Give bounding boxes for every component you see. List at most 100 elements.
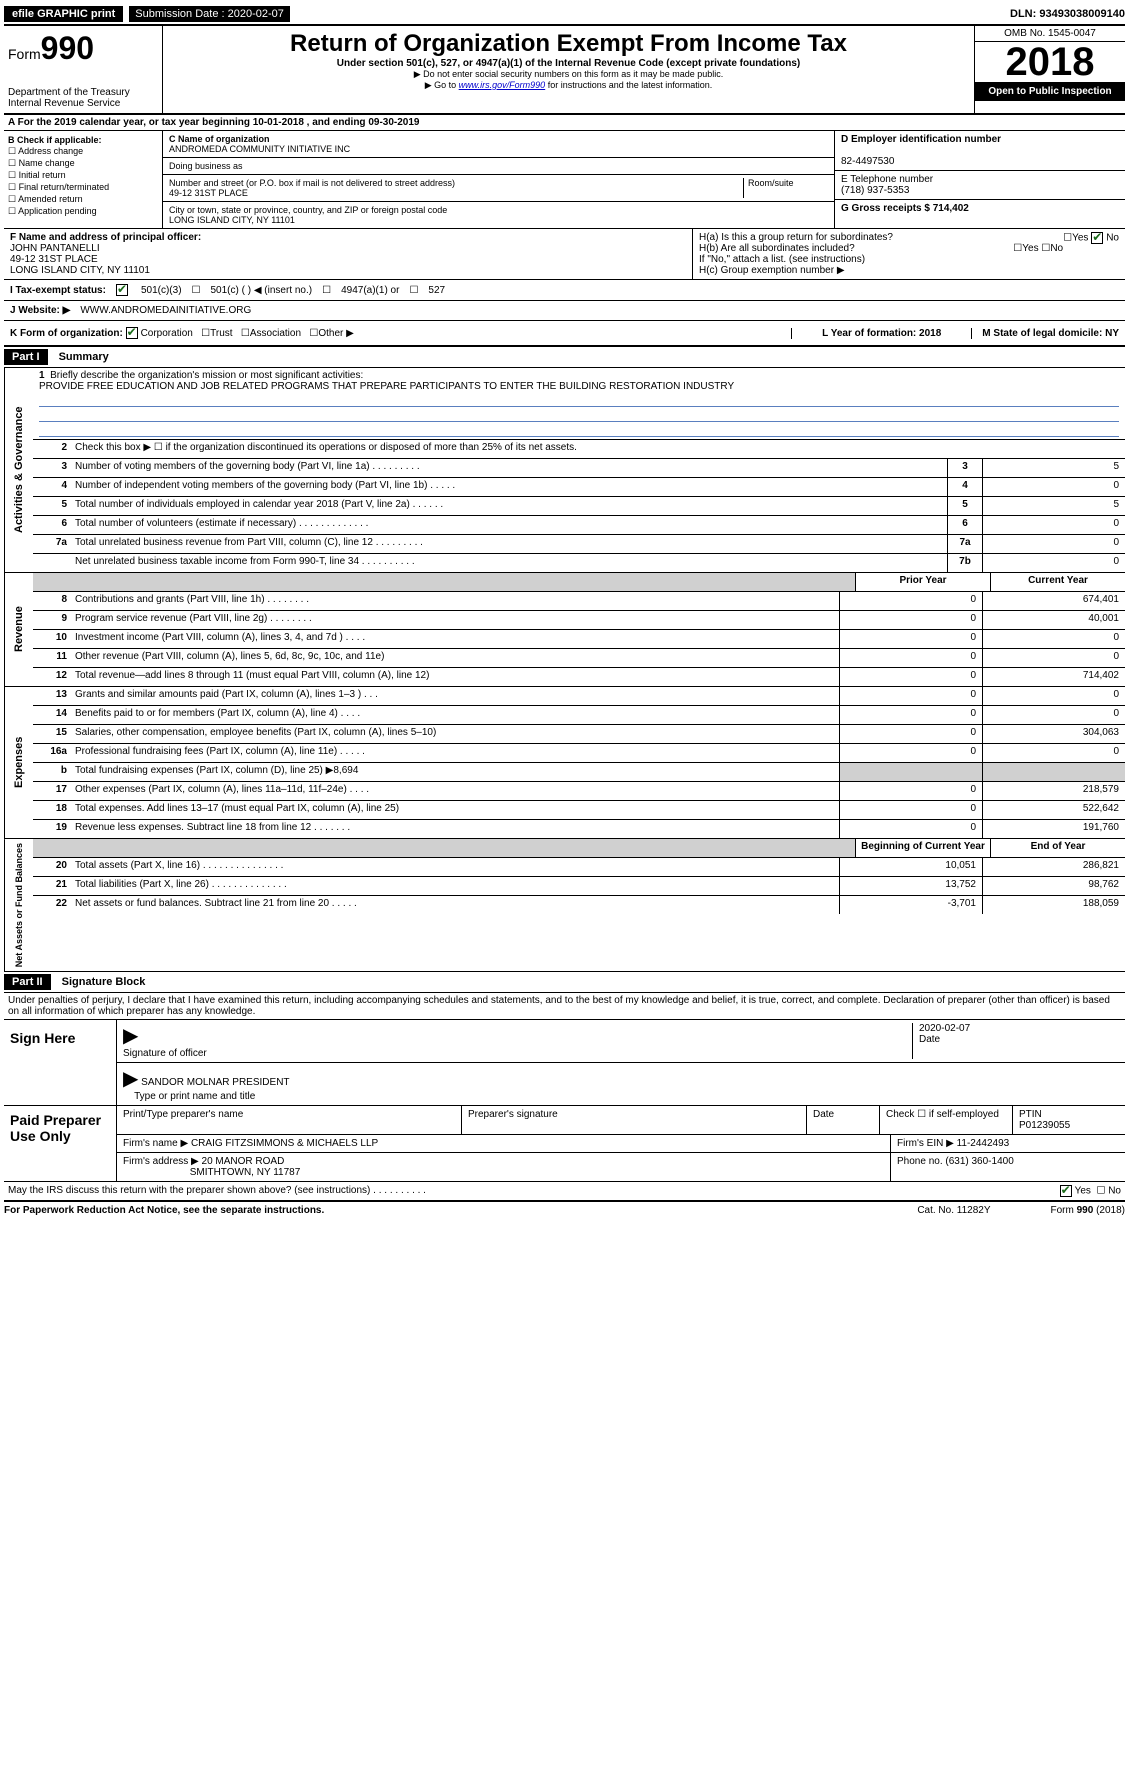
chk-amended-return[interactable]: ☐ Amended return — [8, 194, 158, 205]
line8-desc: Contributions and grants (Part VIII, lin… — [71, 592, 839, 610]
line3-desc: Number of voting members of the governin… — [71, 459, 947, 477]
line7a-desc: Total unrelated business revenue from Pa… — [71, 535, 947, 553]
type-name-label: Type or print name and title — [134, 1091, 255, 1102]
ptin-value: P01239055 — [1019, 1120, 1070, 1131]
i-label: I Tax-exempt status: — [10, 285, 106, 296]
chk-corporation[interactable] — [126, 327, 138, 339]
firm-phone: Phone no. (631) 360-1400 — [891, 1153, 1125, 1181]
netassets-section: Net Assets or Fund Balances Beginning of… — [4, 839, 1125, 972]
room-label: Room/suite — [748, 178, 794, 188]
website-url: WWW.ANDROMEDAINITIATIVE.ORG — [80, 305, 251, 316]
line17-current: 218,579 — [982, 782, 1125, 800]
discuss-row: May the IRS discuss this return with the… — [4, 1182, 1125, 1202]
org-name: ANDROMEDA COMMUNITY INITIATIVE INC — [169, 144, 350, 154]
discuss-label: May the IRS discuss this return with the… — [8, 1185, 426, 1197]
section-fh: F Name and address of principal officer:… — [4, 229, 1125, 280]
check-self-employed: Check ☐ if self-employed — [880, 1106, 1013, 1134]
begin-year-header: Beginning of Current Year — [855, 839, 990, 857]
row-k-form-org: K Form of organization: Corporation ☐ Tr… — [4, 321, 1125, 347]
header-right: OMB No. 1545-0047 2018 Open to Public In… — [974, 26, 1125, 113]
row-j-website: J Website: ▶ WWW.ANDROMEDAINITIATIVE.ORG — [4, 301, 1125, 321]
k-label: K Form of organization: — [10, 328, 123, 339]
line10-prior: 0 — [839, 630, 982, 648]
hb-label: H(b) Are all subordinates included? — [699, 243, 855, 254]
col-d-ein: D Employer identification number 82-4497… — [835, 131, 1125, 228]
dln-number: DLN: 93493038009140 — [1010, 8, 1125, 20]
line20-desc: Total assets (Part X, line 16) . . . . .… — [71, 858, 839, 876]
header-left: Form990 Department of the Treasury Inter… — [4, 26, 163, 113]
line19-prior: 0 — [839, 820, 982, 838]
form-subtitle-2: ▶ Do not enter social security numbers o… — [167, 69, 970, 80]
chk-address-change[interactable]: ☐ Address change — [8, 146, 158, 157]
firm-addr-label: Firm's address ▶ — [123, 1156, 199, 1167]
addr-label: Number and street (or P.O. box if mail i… — [169, 178, 455, 188]
perjury-statement: Under penalties of perjury, I declare th… — [4, 993, 1125, 1020]
chk-name-change[interactable]: ☐ Name change — [8, 158, 158, 169]
line12-current: 714,402 — [982, 668, 1125, 686]
line6-desc: Total number of volunteers (estimate if … — [71, 516, 947, 534]
line18-prior: 0 — [839, 801, 982, 819]
line5-desc: Total number of individuals employed in … — [71, 497, 947, 515]
line13-prior: 0 — [839, 687, 982, 705]
line7b-val: 0 — [982, 554, 1125, 572]
line4-desc: Number of independent voting members of … — [71, 478, 947, 496]
line11-desc: Other revenue (Part VIII, column (A), li… — [71, 649, 839, 667]
form-subtitle-3: ▶ Go to www.irs.gov/Form990 for instruct… — [167, 80, 970, 91]
line3-val: 5 — [982, 459, 1125, 477]
form-subtitle-1: Under section 501(c), 527, or 4947(a)(1)… — [167, 58, 970, 69]
header-center: Return of Organization Exempt From Incom… — [163, 26, 974, 113]
col-f-officer: F Name and address of principal officer:… — [4, 229, 693, 279]
line2: Check this box ▶ ☐ if the organization d… — [71, 440, 1125, 458]
line21-begin: 13,752 — [839, 877, 982, 895]
line19-current: 191,760 — [982, 820, 1125, 838]
line16a-current: 0 — [982, 744, 1125, 762]
current-year-header: Current Year — [990, 573, 1125, 591]
part1-header-row: Part I Summary — [4, 347, 1125, 368]
chk-initial-return[interactable]: ☐ Initial return — [8, 170, 158, 181]
irs-link[interactable]: www.irs.gov/Form990 — [459, 80, 546, 90]
expenses-vlabel: Expenses — [4, 687, 33, 838]
col-c-org-info: C Name of organization ANDROMEDA COMMUNI… — [163, 131, 835, 228]
chk-501c3[interactable] — [116, 284, 128, 296]
m-state: M State of legal domicile: NY — [982, 328, 1119, 339]
officer-typed-name: SANDOR MOLNAR PRESIDENT — [141, 1077, 289, 1088]
officer-name: JOHN PANTANELLI — [10, 243, 100, 254]
gross-receipts: G Gross receipts $ 714,402 — [841, 203, 969, 214]
line17-prior: 0 — [839, 782, 982, 800]
form-header: Form990 Department of the Treasury Inter… — [4, 26, 1125, 115]
line9-prior: 0 — [839, 611, 982, 629]
j-label: J Website: ▶ — [10, 305, 70, 316]
part1-title: Summary — [59, 351, 109, 363]
line9-current: 40,001 — [982, 611, 1125, 629]
chk-application-pending[interactable]: ☐ Application pending — [8, 206, 158, 217]
sig-officer-label: Signature of officer — [123, 1048, 207, 1059]
line13-desc: Grants and similar amounts paid (Part IX… — [71, 687, 839, 705]
netassets-vlabel: Net Assets or Fund Balances — [4, 839, 33, 971]
chk-discuss-yes[interactable] — [1060, 1185, 1072, 1197]
line22-desc: Net assets or fund balances. Subtract li… — [71, 896, 839, 914]
efile-button[interactable]: efile GRAPHIC print — [4, 6, 123, 22]
line11-current: 0 — [982, 649, 1125, 667]
org-address: 49-12 31ST PLACE — [169, 188, 248, 198]
line18-current: 522,642 — [982, 801, 1125, 819]
line14-desc: Benefits paid to or for members (Part IX… — [71, 706, 839, 724]
line14-current: 0 — [982, 706, 1125, 724]
line16a-prior: 0 — [839, 744, 982, 762]
phone-value: (718) 937-5353 — [841, 185, 909, 196]
line14-prior: 0 — [839, 706, 982, 724]
hb-note: If "No," attach a list. (see instruction… — [699, 254, 1119, 265]
firm-city: SMITHTOWN, NY 11787 — [190, 1167, 301, 1178]
line6-val: 0 — [982, 516, 1125, 534]
firm-name: CRAIG FITZSIMMONS & MICHAELS LLP — [191, 1138, 378, 1149]
line16b-desc: Total fundraising expenses (Part IX, col… — [71, 763, 839, 781]
line4-val: 0 — [982, 478, 1125, 496]
prior-year-header: Prior Year — [855, 573, 990, 591]
line22-begin: -3,701 — [839, 896, 982, 914]
line8-prior: 0 — [839, 592, 982, 610]
sign-here-row: Sign Here ▶ Signature of officer 2020-02… — [4, 1020, 1125, 1106]
f-label: F Name and address of principal officer: — [10, 232, 201, 243]
line21-desc: Total liabilities (Part X, line 26) . . … — [71, 877, 839, 895]
footer-right: Form 990 (2018) — [1051, 1205, 1125, 1216]
chk-final-return[interactable]: ☐ Final return/terminated — [8, 182, 158, 193]
b-label: B Check if applicable: — [8, 135, 102, 145]
